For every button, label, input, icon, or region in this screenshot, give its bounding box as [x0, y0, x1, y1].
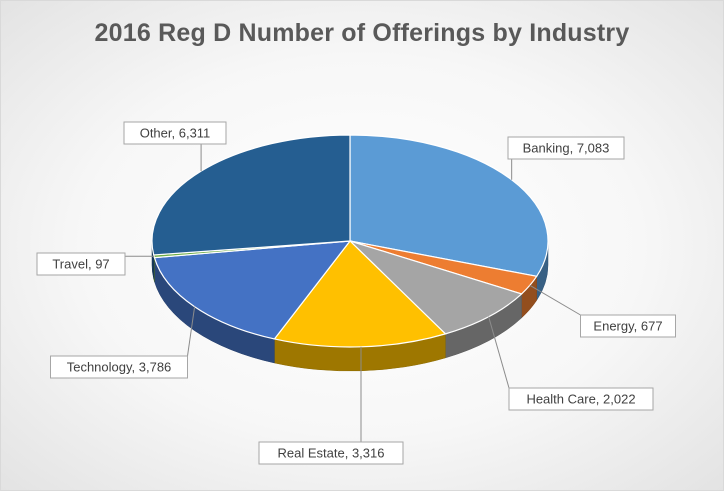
- leader-line-technology: [187, 306, 196, 357]
- data-label-technology: Technology, 3,786: [67, 360, 172, 375]
- data-label-health-care: Health Care, 2,022: [526, 392, 635, 407]
- data-label-box-energy: [580, 314, 676, 338]
- data-label-real-estate: Real Estate, 3,316: [278, 446, 385, 461]
- data-label-energy: Energy, 677: [593, 319, 662, 334]
- slice-other[interactable]: [151, 134, 351, 256]
- slice-banking[interactable]: [349, 134, 549, 278]
- data-label-box-technology: [50, 355, 188, 379]
- data-label-box-travel: [36, 252, 126, 276]
- data-label-other: Other, 6,311: [140, 126, 211, 141]
- data-label-travel: Travel, 97: [52, 257, 109, 272]
- data-label-box-real-estate: [258, 441, 404, 465]
- data-label-banking: Banking, 7,083: [523, 141, 610, 156]
- data-label-box-health-care: [508, 387, 654, 411]
- leader-line-energy: [529, 284, 581, 316]
- leader-line-health-care: [488, 316, 510, 389]
- chart-title: 2016 Reg D Number of Offerings by Indust…: [94, 19, 630, 47]
- data-label-box-other: [123, 121, 227, 145]
- slice-technology[interactable]: [153, 240, 352, 340]
- data-label-box-banking: [507, 136, 625, 160]
